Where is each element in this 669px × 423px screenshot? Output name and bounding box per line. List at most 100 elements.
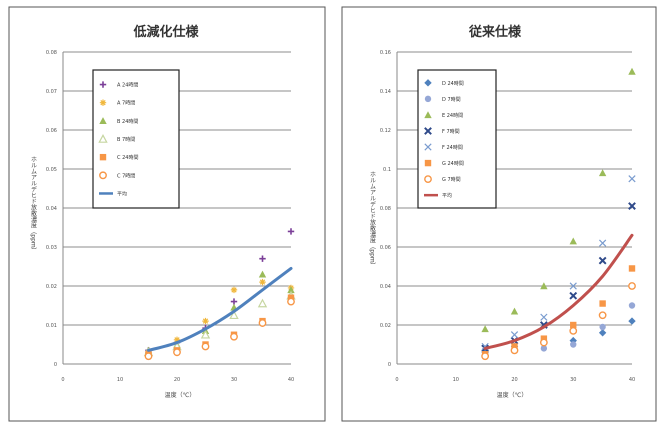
- data-point: [259, 255, 266, 262]
- data-point: [510, 346, 519, 355]
- legend-entry: D 24時間: [442, 81, 464, 87]
- legend-marker: [424, 143, 432, 151]
- data-point: [628, 282, 636, 290]
- x-tick-label: 0: [61, 377, 64, 383]
- data-point: [201, 342, 210, 351]
- data-point: [230, 298, 238, 305]
- data-point: [540, 313, 548, 321]
- data-point: [257, 298, 268, 308]
- chart-title: 従来仕様: [468, 24, 522, 40]
- chart-low-emission: 低減化仕様 0 0.01 0.02 0.03 0.04 0.05 0.06 0.07 0.08 0 1…: [8, 6, 326, 422]
- y-tick-label: 0.08: [380, 206, 391, 212]
- legend-marker: [99, 171, 107, 180]
- data-point: [144, 352, 153, 361]
- x-tick-label: 20: [511, 377, 517, 383]
- x-tick-label: 30: [231, 377, 237, 383]
- legend-entry: A 7時間: [117, 101, 135, 107]
- series-6: [481, 282, 636, 361]
- x-tick-label: 40: [629, 377, 635, 383]
- legend-marker: [99, 153, 107, 161]
- legend-entry: 平均: [117, 190, 127, 197]
- legend-marker: [99, 81, 107, 88]
- series-2: [481, 67, 636, 333]
- legend-marker: [424, 111, 432, 119]
- y-tick-label: 0.05: [46, 167, 57, 173]
- legend-entry: E 24時間: [442, 113, 463, 119]
- chart-conventional: 従来仕様 0 0.02 0.04 0.06 0.08 0.1 0.12 0.14 0.16 0 10 2…: [341, 6, 657, 422]
- x-axis-label: 温度（℃）: [165, 391, 196, 399]
- series-5: [144, 297, 295, 361]
- chart-frame: [8, 6, 326, 422]
- y-tick-label: 0.01: [46, 323, 57, 329]
- data-point: [540, 282, 548, 290]
- y-axis-label: ホルムアルデヒド放散濃度（ppm）: [30, 156, 37, 253]
- data-point: [598, 329, 607, 337]
- data-point: [258, 319, 267, 327]
- data-point: [230, 332, 238, 341]
- data-point: [599, 239, 607, 247]
- data-point: [287, 228, 295, 235]
- y-axis-label: ホルムアルデヒド放散濃度（ppm）: [369, 171, 376, 268]
- legend-marker: [424, 79, 432, 87]
- data-point: [569, 282, 577, 290]
- legend-box: [92, 69, 180, 209]
- data-point: [598, 256, 607, 265]
- legend-entry: C 7時間: [117, 173, 135, 179]
- data-point: [229, 310, 239, 320]
- y-tick-label: 0.03: [46, 245, 57, 251]
- data-point: [628, 302, 636, 309]
- data-point: [599, 323, 606, 331]
- legend-entry: G 7時間: [442, 177, 461, 183]
- legend-marker: [424, 175, 432, 184]
- data-point: [481, 352, 490, 361]
- x-tick-label: 10: [453, 377, 459, 383]
- legend-entry: B 24時間: [117, 119, 138, 125]
- legend-entry: 平均: [442, 192, 452, 199]
- data-point: [230, 286, 238, 294]
- legend-entry: C 24時間: [117, 155, 138, 161]
- legend-marker: [99, 117, 107, 125]
- x-tick-label: 30: [570, 377, 576, 383]
- y-tick-label: 0.06: [46, 128, 57, 134]
- y-tick-label: 0.02: [380, 323, 391, 329]
- data-point: [628, 175, 636, 183]
- y-tick-label: 0.14: [380, 89, 391, 95]
- chart-title: 低減化仕様: [132, 24, 199, 40]
- data-point: [258, 270, 267, 278]
- y-tick-label: 0.12: [380, 128, 391, 134]
- legend-marker: [98, 134, 108, 143]
- chart-frame: [341, 6, 657, 422]
- data-point: [259, 278, 266, 286]
- data-point: [628, 67, 636, 75]
- trend-line: [483, 233, 634, 350]
- legend-entry: D 7時間: [442, 97, 461, 103]
- data-point: [628, 317, 636, 325]
- y-tick-label: 0.16: [380, 50, 391, 56]
- legend-marker: [99, 99, 107, 106]
- y-tick-label: 0.04: [380, 284, 391, 290]
- data-point: [287, 297, 295, 306]
- data-point: [569, 237, 577, 245]
- legend-entry: F 7時間: [442, 129, 460, 135]
- data-point: [173, 348, 181, 357]
- data-point: [598, 311, 607, 320]
- legend-marker: [424, 127, 432, 135]
- legend-marker: [424, 159, 432, 167]
- series-4: [481, 175, 636, 351]
- data-point: [569, 326, 578, 335]
- data-point: [628, 202, 636, 210]
- data-point: [599, 300, 606, 307]
- legend-box: [417, 69, 497, 209]
- legend-entry: G 24時間: [442, 161, 464, 167]
- data-point: [202, 317, 209, 325]
- x-tick-label: 0: [395, 377, 398, 383]
- data-point: [510, 331, 519, 339]
- y-tick-label: 0: [54, 362, 57, 368]
- y-tick-label: 0.1: [383, 167, 391, 173]
- x-axis-label: 温度（℃）: [497, 391, 528, 399]
- legend-entry: F 24時間: [442, 145, 463, 151]
- y-tick-label: 0.02: [46, 284, 57, 290]
- data-point: [540, 345, 548, 352]
- trend-line: [147, 266, 293, 352]
- x-tick-label: 10: [117, 377, 123, 383]
